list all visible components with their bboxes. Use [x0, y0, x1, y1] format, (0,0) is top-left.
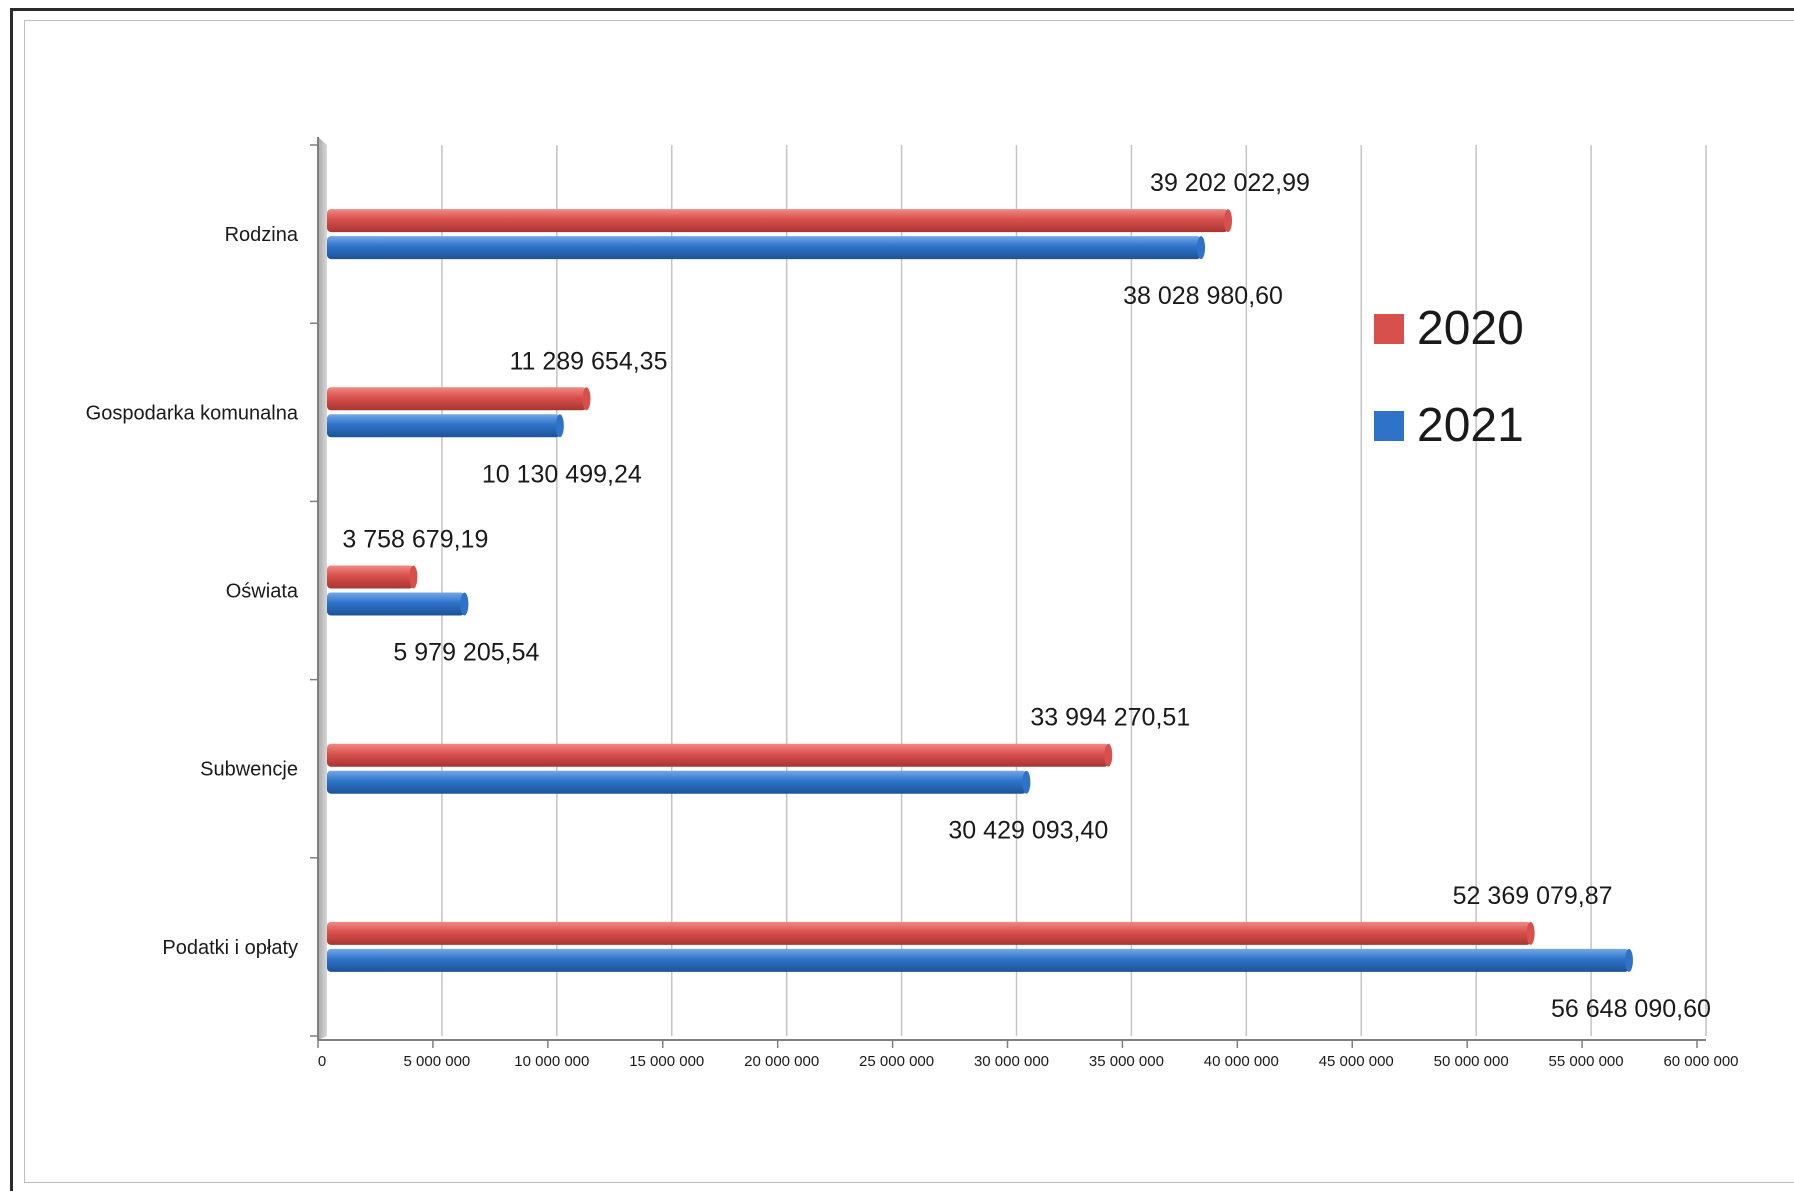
x-tick-label: 20 000 000	[744, 1053, 819, 1070]
bar-2020	[327, 921, 1535, 945]
bar-2021	[327, 236, 1206, 260]
legend-label-2021: 2021	[1417, 399, 1524, 452]
x-tick-label: 5 000 000	[404, 1053, 471, 1070]
bar-body	[327, 770, 1027, 794]
bar-body	[327, 592, 465, 616]
y-axis-wall	[318, 137, 327, 1040]
category-label: Oświata	[226, 581, 299, 603]
bar-cap	[460, 592, 469, 616]
bar-2020	[327, 565, 418, 589]
bar-cap	[1197, 236, 1206, 260]
bar-2020	[327, 387, 591, 411]
bar-2020	[327, 743, 1113, 767]
x-tick-label: 50 000 000	[1434, 1053, 1509, 1070]
category-label: Podatki i opłaty	[162, 937, 298, 959]
axes	[310, 137, 1706, 1048]
bar-cap	[1022, 770, 1031, 794]
labels: 0 5 000 000 10 000 000 15 000 000 20 000 000…	[86, 169, 1739, 1070]
data-label: 10 130 499,24	[482, 460, 642, 488]
data-label: 5 979 205,54	[393, 639, 539, 667]
bar-2021	[327, 592, 469, 616]
x-tick-label: 0	[318, 1053, 326, 1070]
legend-swatch-2021	[1374, 411, 1404, 441]
x-tick-label: 55 000 000	[1549, 1053, 1624, 1070]
bar-body	[327, 387, 587, 411]
data-label: 39 202 022,99	[1150, 169, 1310, 197]
bar-cap	[1624, 948, 1633, 972]
legend-swatch-2020	[1374, 314, 1404, 344]
bar-2020	[327, 209, 1232, 233]
legend-label-2020: 2020	[1417, 302, 1524, 355]
category-label: Gospodarka komunalna	[86, 402, 299, 424]
bar-2021	[327, 414, 564, 438]
bar-cap	[1526, 921, 1535, 945]
x-tick-label: 40 000 000	[1204, 1053, 1279, 1070]
x-tick-label: 30 000 000	[974, 1053, 1049, 1070]
bars	[327, 209, 1633, 972]
category-label: Subwencje	[200, 759, 298, 781]
bar-cap	[582, 387, 591, 411]
x-tick-label: 25 000 000	[859, 1053, 934, 1070]
data-label: 56 648 090,60	[1551, 995, 1711, 1023]
bar-body	[327, 743, 1109, 767]
x-tick-label: 60 000 000	[1663, 1053, 1738, 1070]
legend: 2020 2021	[1374, 302, 1524, 452]
data-label: 30 429 093,40	[948, 817, 1108, 845]
bar-cap	[409, 565, 418, 589]
x-tick-label: 45 000 000	[1319, 1053, 1394, 1070]
bar-2021	[327, 770, 1031, 794]
bar-body	[327, 921, 1531, 945]
bar-body	[327, 236, 1202, 260]
bar-cap	[1104, 743, 1113, 767]
bar-body	[327, 948, 1629, 972]
data-label: 52 369 079,87	[1453, 882, 1613, 910]
data-label: 33 994 270,51	[1030, 704, 1190, 732]
bar-body	[327, 565, 414, 589]
data-label: 11 289 654,35	[509, 347, 667, 375]
bar-body	[327, 209, 1228, 233]
x-tick-label: 35 000 000	[1089, 1053, 1164, 1070]
x-tick-label: 10 000 000	[514, 1053, 589, 1070]
bar-body	[327, 414, 560, 438]
x-tick-label: 15 000 000	[629, 1053, 704, 1070]
gridlines	[441, 145, 1707, 1036]
bar-cap	[1223, 209, 1232, 233]
bar-2021	[327, 948, 1633, 972]
bar-cap	[555, 414, 564, 438]
category-label: Rodzina	[225, 224, 299, 246]
chart-frame	[24, 20, 1794, 1183]
data-label: 3 758 679,19	[342, 526, 488, 554]
data-label: 38 028 980,60	[1123, 282, 1283, 310]
